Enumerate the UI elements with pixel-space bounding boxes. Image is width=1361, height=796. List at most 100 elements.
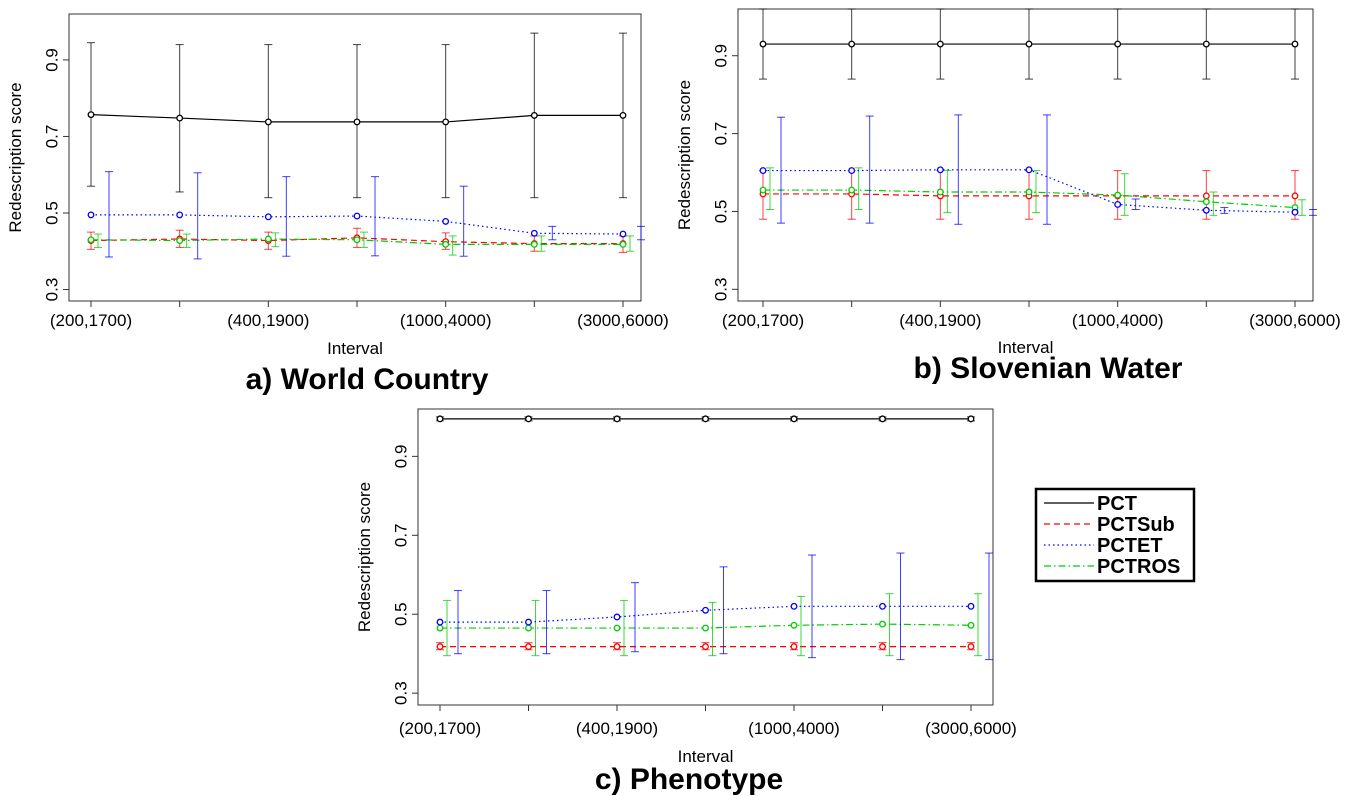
y-tick-label: 0.3 (42, 278, 61, 302)
data-point (848, 40, 856, 48)
plot-frame (737, 8, 1314, 302)
data-point (967, 415, 975, 423)
data-point (442, 217, 450, 225)
x-tick-label: (1000,4000) (400, 311, 492, 330)
data-point (936, 188, 944, 196)
legend-label-pct: PCT (1097, 493, 1137, 515)
chart-panel-3: 0.3 0.5 0.7 0.9 (200,1700) (400,1900) (1000,40… (355, 408, 1017, 796)
data-point (1114, 40, 1122, 48)
data-point (1114, 200, 1122, 208)
data-point (619, 230, 627, 238)
data-point (353, 236, 361, 244)
data-point (613, 613, 621, 621)
y-tick-label: 0.9 (42, 48, 61, 72)
data-point (790, 602, 798, 610)
data-point (176, 237, 184, 244)
data-point (1202, 40, 1210, 48)
data-point (1202, 206, 1210, 214)
data-point (879, 602, 886, 610)
data-point (790, 415, 798, 423)
data-point (790, 643, 798, 651)
x-tick-label: (3000,6000) (577, 311, 669, 330)
y-tick-label: 0.3 (711, 277, 730, 301)
series-pct (436, 415, 975, 423)
data-point (967, 602, 975, 610)
series-pctros (87, 231, 634, 256)
data-point (1291, 208, 1299, 216)
data-point (790, 621, 798, 629)
data-point (848, 167, 856, 175)
data-point (879, 415, 886, 423)
data-point (967, 621, 975, 629)
data-point (1025, 40, 1033, 48)
data-point (87, 236, 95, 244)
data-point (530, 229, 538, 237)
x-tick-label: (200,1700) (399, 719, 481, 738)
x-tick-label: (3000,6000) (925, 719, 1017, 738)
series-pctsub (436, 642, 975, 651)
x-tick-label: (1000,4000) (1072, 311, 1164, 330)
data-point (525, 415, 532, 423)
data-point (702, 415, 709, 423)
x-tick-label: (400,1900) (899, 311, 981, 330)
data-point (176, 211, 184, 219)
data-point (879, 620, 886, 628)
data-point (264, 213, 272, 221)
y-tick-label: 0.9 (391, 445, 410, 469)
data-point (702, 606, 709, 614)
y-tick-label: 0.5 (711, 200, 730, 224)
x-axis-label: Interval (678, 747, 734, 766)
y-axis-label: Redescription score (6, 82, 25, 232)
series-pctet (87, 171, 645, 260)
y-tick-label: 0.7 (391, 523, 410, 547)
data-point (442, 240, 450, 248)
plot-frame (417, 408, 994, 706)
series-pctet (759, 114, 1317, 225)
plot-frame (68, 13, 642, 302)
data-point (436, 415, 444, 423)
data-point (936, 40, 944, 48)
y-tick-label: 0.7 (42, 125, 61, 149)
data-point (436, 643, 444, 651)
data-point (759, 40, 767, 48)
legend-label-pctsub: PCTSub (1097, 514, 1175, 536)
data-point (530, 240, 538, 248)
x-tick-label: (200,1700) (722, 311, 804, 330)
data-point (1291, 40, 1299, 48)
data-point (613, 624, 621, 632)
data-point (613, 415, 621, 423)
y-tick-label: 0.9 (711, 44, 730, 68)
y-axis-label: Redescription score (355, 482, 374, 632)
data-point (353, 118, 361, 126)
data-point (967, 643, 975, 651)
data-point (613, 643, 621, 651)
data-point (619, 111, 627, 119)
data-point (353, 212, 361, 220)
x-axis-label: Interval (998, 338, 1054, 357)
legend-label-pctros: PCTROS (1097, 556, 1180, 578)
y-axis-label: Redescription score (675, 80, 694, 230)
data-point (87, 111, 95, 119)
y-tick-label: 0.5 (42, 201, 61, 225)
series-pct (759, 8, 1299, 80)
data-point (176, 114, 184, 122)
data-point (759, 167, 767, 175)
y-tick-label: 0.3 (391, 681, 410, 705)
chart-panel-2: 0.3 0.5 0.7 0.9 (200,1700) (400,1900) (1000,40… (675, 8, 1341, 385)
data-point (702, 624, 709, 632)
y-tick-label: 0.5 (391, 602, 410, 626)
data-point (1025, 188, 1033, 196)
data-point (1202, 198, 1210, 206)
data-point (525, 643, 532, 651)
x-axis-label: Interval (327, 339, 383, 358)
data-point (936, 166, 944, 174)
data-point (436, 624, 444, 632)
data-point (1202, 192, 1210, 200)
data-point (264, 118, 272, 126)
data-point (759, 186, 767, 194)
x-tick-label: (400,1900) (227, 311, 309, 330)
panel-title: a) World Country (246, 363, 489, 396)
data-point (264, 235, 272, 243)
